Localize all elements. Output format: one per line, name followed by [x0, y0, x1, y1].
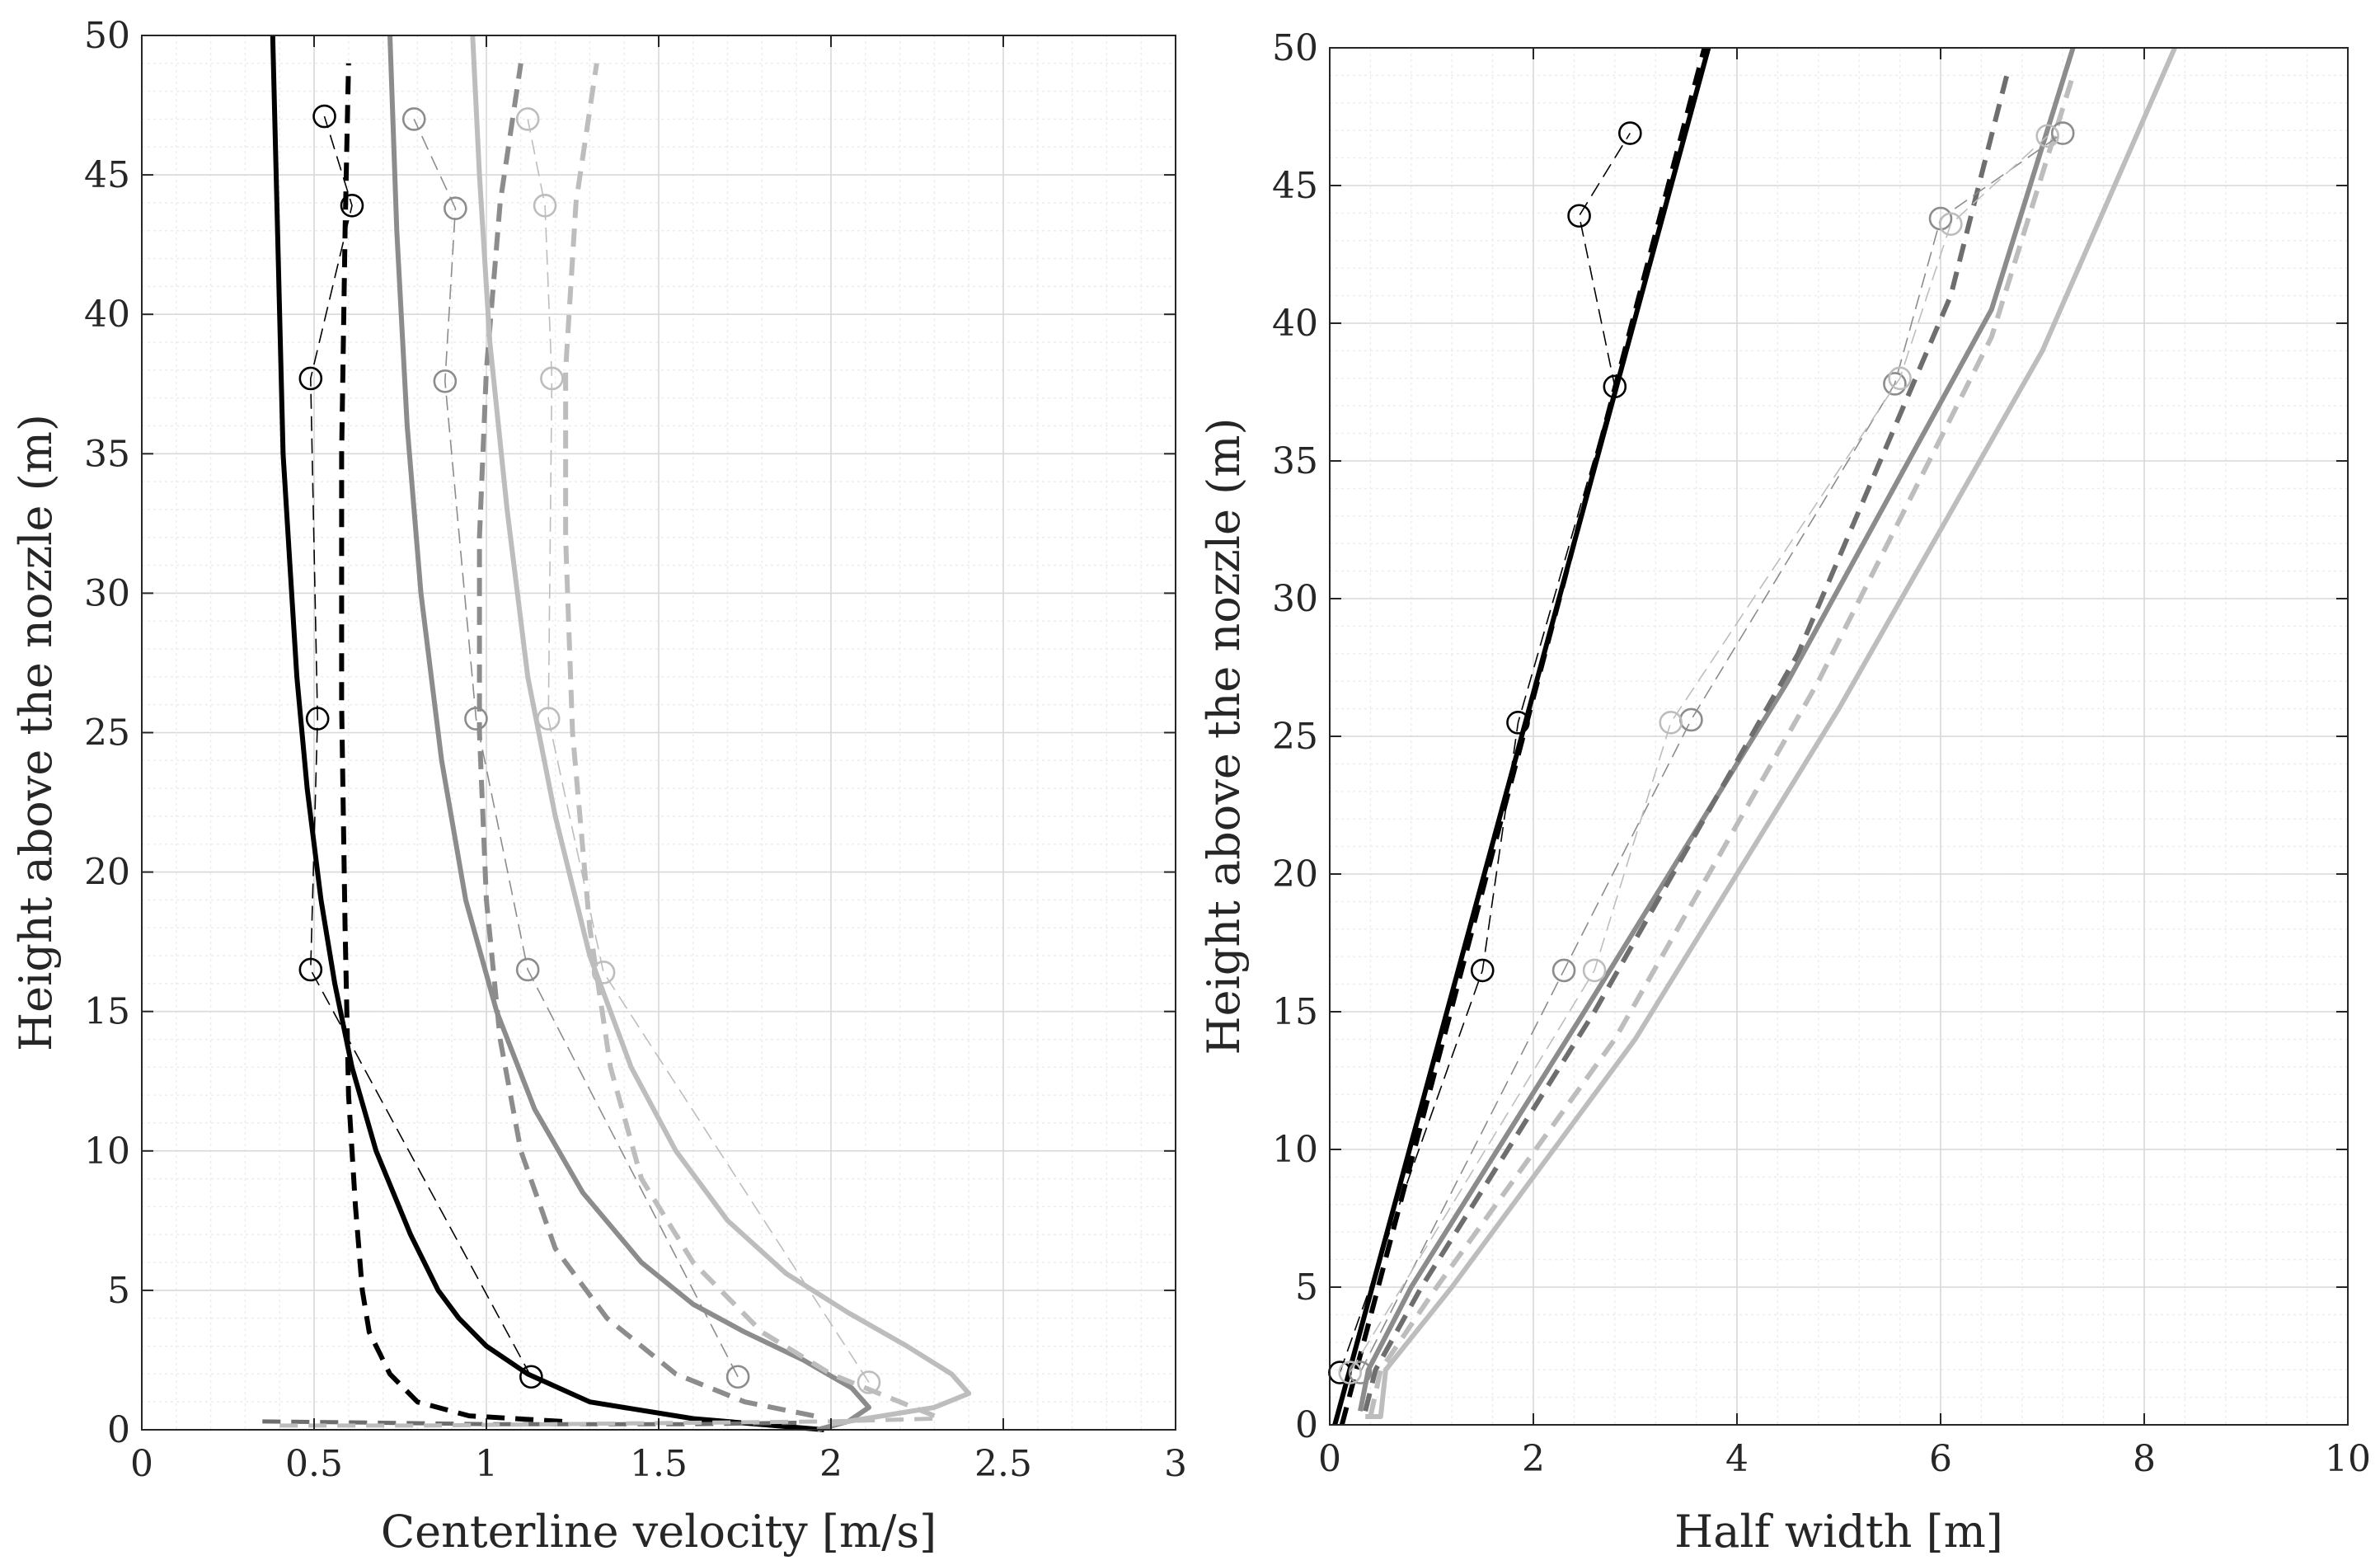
y-tick-label: 45	[1272, 165, 1318, 207]
y-tick-label: 50	[1272, 27, 1318, 69]
y-tick-label: 15	[84, 991, 130, 1033]
data-point-marker	[1603, 374, 1627, 399]
right-panel-half-width: 0 2 4 6 8 10 0 5 10 15 20 25 30 35 40 45 50 Half width [m…	[1198, 27, 2371, 1558]
data-point-marker	[1939, 212, 1963, 237]
series-line-case-2-model-solid	[387, 35, 871, 1432]
data-point-marker	[515, 957, 540, 982]
data-point-marker	[857, 1370, 881, 1394]
series-line-case-2-model-solid	[1358, 47, 2076, 1412]
x-tick-label: 2	[819, 1443, 843, 1485]
y-tick-label: 10	[84, 1130, 130, 1173]
data-point-marker	[2050, 121, 2075, 145]
y-tick-label: 20	[1272, 853, 1318, 895]
data-point-marker	[401, 107, 426, 131]
y-tick-label: 5	[1295, 1267, 1318, 1309]
data-point-marker	[515, 107, 540, 131]
series-line-case-3-model-solid	[1365, 46, 2177, 1419]
series-line-case-3-model-solid	[470, 35, 972, 1427]
x-tick-label: 3	[1164, 1443, 1187, 1485]
data-point-marker	[533, 194, 557, 218]
data-point-marker	[1348, 1361, 1373, 1384]
data-point-marker	[1567, 204, 1591, 228]
x-axis-label: Centerline velocity [m/s]	[381, 1506, 937, 1558]
data-point-marker	[1883, 372, 1907, 396]
major-grid	[141, 35, 1176, 1431]
x-tick-label: 0.5	[285, 1443, 343, 1485]
data-point-marker	[1888, 366, 1912, 391]
y-tick-label: 35	[1272, 440, 1318, 482]
data-point-marker	[340, 194, 364, 218]
data-point-marker	[305, 707, 330, 731]
y-tick-label: 30	[1272, 578, 1318, 620]
x-tick-label: 4	[1725, 1438, 1749, 1480]
y-tick-label: 20	[84, 852, 130, 894]
data-point-marker	[1470, 958, 1495, 983]
x-tick-label: 2	[1522, 1438, 1545, 1480]
data-point-marker	[464, 707, 488, 731]
data-point-marker	[1338, 1361, 1362, 1384]
series-line-case-1-measured	[1339, 133, 1631, 1373]
y-tick-label: 40	[1272, 303, 1318, 345]
x-tick-label: 8	[2133, 1438, 2156, 1480]
series-line-case-3-measured	[527, 119, 870, 1383]
y-tick-label: 35	[84, 433, 130, 475]
x-tick-label: 1	[475, 1443, 498, 1485]
data-point-marker	[1582, 958, 1607, 983]
series-line-case-2-measured	[413, 119, 739, 1378]
data-point-marker	[591, 961, 616, 985]
series-line-case-3-model-dashed	[1368, 74, 2076, 1417]
data-point-marker	[1618, 121, 1642, 145]
series-line-case-2-model-dashed	[476, 63, 814, 1419]
y-tick-label: 10	[1272, 1129, 1318, 1171]
series-line-case-1-measured	[309, 115, 533, 1378]
y-axis-label: Height above the nozzle (m)	[1198, 418, 1250, 1055]
series-line-case-2-model-dashed	[1363, 74, 2010, 1412]
data-point-marker	[1551, 958, 1576, 983]
series-line-case-2-measured	[1359, 132, 2063, 1373]
x-tick-label: 10	[2325, 1438, 2371, 1480]
data-point-marker	[1506, 710, 1530, 735]
y-axis-label: Height above the nozzle (m)	[10, 414, 62, 1051]
data-point-marker	[2035, 124, 2059, 148]
y-tick-label: 30	[84, 572, 130, 614]
y-tick-label: 5	[107, 1270, 130, 1312]
data-point-marker	[725, 1365, 750, 1389]
data-point-marker	[519, 1365, 543, 1389]
data-point-marker	[1659, 710, 1683, 735]
y-tick-label: 0	[107, 1409, 130, 1451]
y-tick-label: 45	[84, 154, 130, 196]
x-tick-label: 6	[1929, 1438, 1952, 1480]
data-point-marker	[298, 366, 323, 391]
y-tick-label: 15	[1272, 991, 1318, 1033]
data-point-marker	[433, 369, 458, 393]
data-point-marker	[444, 196, 467, 220]
series-line-case-3-model-dashed	[563, 63, 936, 1418]
series-line-case-1-model-solid	[270, 35, 824, 1432]
series-line-near-nozzle-dashed-dark	[262, 1419, 797, 1426]
y-tick-label: 25	[1272, 716, 1318, 758]
x-tick-label: 0	[130, 1443, 153, 1485]
y-tick-label: 25	[84, 712, 130, 754]
data-point-marker	[298, 957, 323, 982]
data-point-marker	[536, 707, 561, 731]
series-line-case-1-model-dashed	[339, 63, 563, 1424]
series-line-case-3-measured	[1350, 135, 2049, 1373]
x-axis-label: Half width [m]	[1674, 1506, 2003, 1558]
data-point-marker	[1679, 707, 1703, 732]
major-grid	[1329, 47, 2349, 1426]
left-panel-centerline-velocity: 0 0.5 1 1.5 2 2.5 305101520253035404550Centerl…	[10, 15, 1187, 1558]
x-tick-label: 0	[1318, 1438, 1341, 1480]
data-point-marker	[540, 366, 564, 391]
y-tick-label: 40	[84, 294, 130, 336]
y-tick-label: 50	[84, 15, 130, 57]
x-tick-label: 2.5	[974, 1443, 1032, 1485]
x-tick-label: 1.5	[630, 1443, 688, 1485]
data-point-marker	[312, 104, 336, 129]
series-group	[1328, 46, 2177, 1426]
y-tick-label: 0	[1295, 1404, 1318, 1446]
series-group	[262, 35, 972, 1432]
